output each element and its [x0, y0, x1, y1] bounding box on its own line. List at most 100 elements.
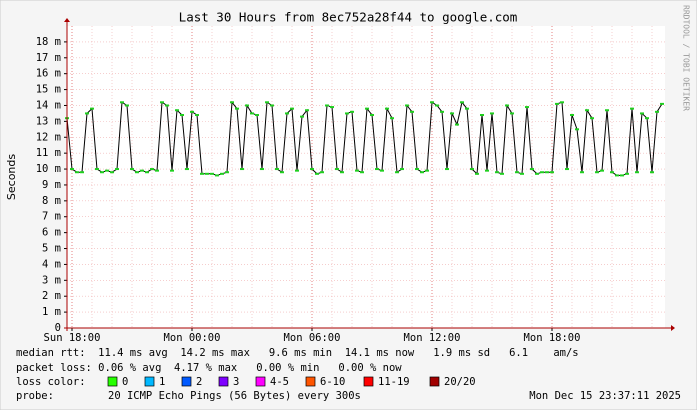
y-tick-label: 11 m	[36, 147, 61, 159]
median-point	[170, 169, 174, 172]
median-point	[195, 114, 199, 117]
legend-label: 6-10	[320, 376, 345, 388]
median-point	[70, 168, 74, 171]
median-point	[155, 169, 159, 172]
median-point	[385, 107, 389, 110]
median-point	[560, 101, 564, 104]
median-point	[395, 171, 399, 174]
median-point	[440, 110, 444, 113]
median-point	[335, 168, 339, 171]
median-point	[175, 109, 179, 112]
median-point	[260, 168, 264, 171]
median-point	[180, 114, 184, 117]
median-point	[225, 171, 229, 174]
median-point	[255, 114, 259, 117]
loss-title: loss color:	[16, 376, 86, 388]
median-point	[490, 112, 494, 115]
median-point	[200, 172, 204, 175]
median-point	[515, 171, 519, 174]
y-tick-label: 16 m	[36, 68, 61, 80]
legend-swatch	[429, 376, 440, 387]
y-tick-label: 9 m	[42, 179, 61, 191]
median-point	[485, 169, 489, 172]
median-point	[90, 107, 94, 110]
median-point	[635, 171, 639, 174]
median-point	[605, 109, 609, 112]
median-point	[275, 168, 279, 171]
legend-swatch	[107, 376, 118, 387]
median-point	[310, 168, 314, 171]
median-point	[565, 168, 569, 171]
legend-swatch	[218, 376, 229, 387]
watermark: RRDTOOL / TOBI OETIKER	[682, 5, 691, 111]
stats-line: packet loss: 0.06 % avg 4.17 % max 0.00 …	[16, 362, 402, 374]
legend-swatch	[144, 376, 155, 387]
x-tick-label: Mon 06:00	[284, 332, 341, 344]
median-point	[595, 171, 599, 174]
median-point	[325, 104, 329, 107]
median-point	[495, 171, 499, 174]
y-tick-label: 15 m	[36, 84, 61, 96]
median-point	[245, 104, 249, 107]
legend-swatch	[363, 376, 374, 387]
legend-label: 11-19	[378, 376, 410, 388]
median-point	[420, 171, 424, 174]
y-tick-label: 5 m	[42, 243, 61, 255]
median-point	[600, 169, 604, 172]
median-point	[575, 128, 579, 131]
median-point	[475, 172, 479, 175]
median-point	[445, 168, 449, 171]
median-point	[330, 106, 334, 109]
timestamp: Mon Dec 15 23:37:11 2025	[529, 390, 681, 402]
median-point	[535, 172, 539, 175]
median-point	[270, 104, 274, 107]
y-tick-label: 1 m	[42, 306, 61, 318]
median-point	[315, 172, 319, 175]
x-tick-label: Mon 12:00	[404, 332, 461, 344]
median-point	[265, 101, 269, 104]
median-point	[105, 169, 109, 172]
median-point	[545, 171, 549, 174]
median-point	[125, 104, 129, 107]
median-point	[140, 169, 144, 172]
median-point	[500, 172, 504, 175]
median-point	[145, 171, 149, 174]
median-point	[410, 110, 414, 113]
median-point	[430, 101, 434, 104]
median-point	[555, 102, 559, 105]
median-point	[110, 171, 114, 174]
median-point	[645, 117, 649, 120]
median-point	[405, 104, 409, 107]
median-point	[540, 171, 544, 174]
median-point	[615, 174, 619, 177]
median-point	[505, 104, 509, 107]
y-tick-label: 0	[55, 322, 61, 334]
legend-swatch	[255, 376, 266, 387]
legend-label: 20/20	[444, 376, 476, 388]
median-point	[235, 107, 239, 110]
median-point	[580, 171, 584, 174]
median-point	[120, 101, 124, 104]
median-point	[345, 112, 349, 115]
median-point	[460, 101, 464, 104]
legend-label: 4-5	[270, 376, 289, 388]
median-point	[655, 110, 659, 113]
median-point	[295, 169, 299, 172]
probe-title: probe:	[16, 390, 54, 402]
median-point	[305, 109, 309, 112]
median-point	[660, 102, 664, 105]
median-point	[640, 112, 644, 115]
median-point	[525, 106, 529, 109]
median-point	[380, 169, 384, 172]
y-axis-arrow	[64, 18, 70, 22]
y-tick-label: 17 m	[36, 52, 61, 64]
stats-line: median rtt: 11.4 ms avg 14.2 ms max 9.6 …	[16, 347, 579, 359]
median-point	[135, 171, 139, 174]
legend-label: 1	[159, 376, 165, 388]
median-point	[215, 174, 219, 177]
y-tick-label: 8 m	[42, 195, 61, 207]
y-tick-label: 18 m	[36, 36, 61, 48]
median-point	[370, 114, 374, 117]
x-tick-label: Sun 18:00	[44, 332, 101, 344]
y-tick-label: 6 m	[42, 227, 61, 239]
